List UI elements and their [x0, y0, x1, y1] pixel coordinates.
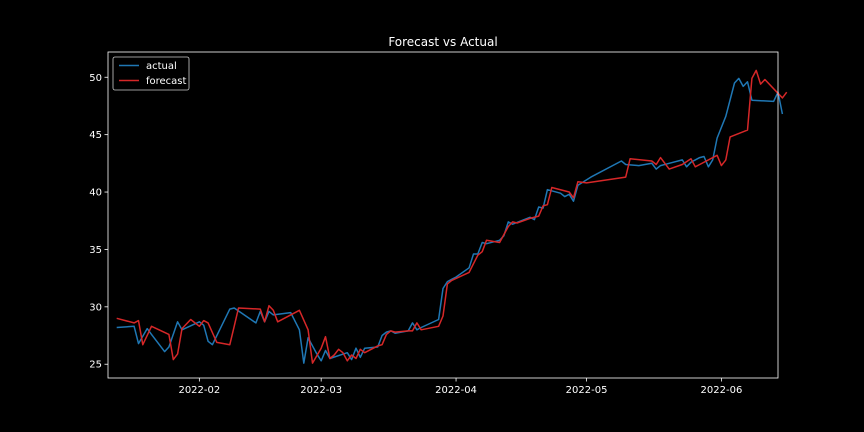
x-tick-label: 2022-05: [566, 385, 608, 396]
x-axis: 2022-02 2022-03 2022-04 2022-05 2022-06: [178, 378, 742, 396]
y-tick-label: 50: [89, 73, 102, 84]
series-layer: [116, 69, 788, 364]
legend: actual forecast: [112, 56, 190, 91]
series-line-forecast: [116, 69, 788, 364]
y-tick-label: 40: [89, 188, 102, 199]
x-tick-label: 2022-06: [701, 385, 743, 396]
y-axis: 25 30 35 40 45 50: [89, 73, 108, 371]
x-tick-label: 2022-02: [178, 385, 220, 396]
y-tick-label: 30: [89, 302, 102, 313]
y-tick-label: 45: [89, 130, 102, 141]
chart-title: Forecast vs Actual: [388, 35, 497, 49]
legend-label-actual: actual: [146, 61, 177, 72]
plot-frame: [107, 51, 779, 379]
x-tick-label: 2022-04: [435, 385, 477, 396]
y-tick-label: 25: [89, 360, 102, 371]
legend-label-forecast: forecast: [146, 76, 187, 87]
x-tick-label: 2022-03: [300, 385, 342, 396]
y-tick-label: 35: [89, 245, 102, 256]
series-line-actual: [116, 77, 784, 364]
